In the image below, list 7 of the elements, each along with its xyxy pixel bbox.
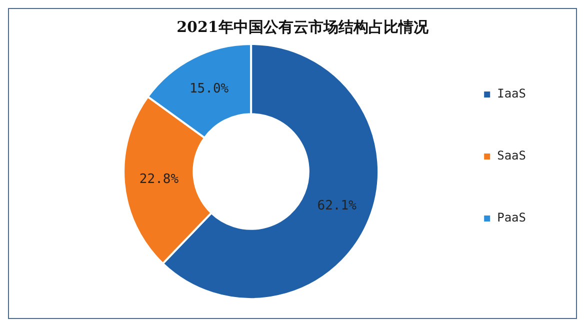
data-label: 22.8% [139, 172, 179, 188]
chart-title: 2021年中国公有云市场结构占比情况 [176, 18, 430, 36]
data-label: 15.0% [189, 82, 229, 97]
data-label: 62.1% [317, 198, 357, 214]
legend-label: PaaS [497, 210, 526, 225]
legend-label: SaaS [497, 148, 526, 163]
legend-label: IaaS [497, 86, 526, 101]
